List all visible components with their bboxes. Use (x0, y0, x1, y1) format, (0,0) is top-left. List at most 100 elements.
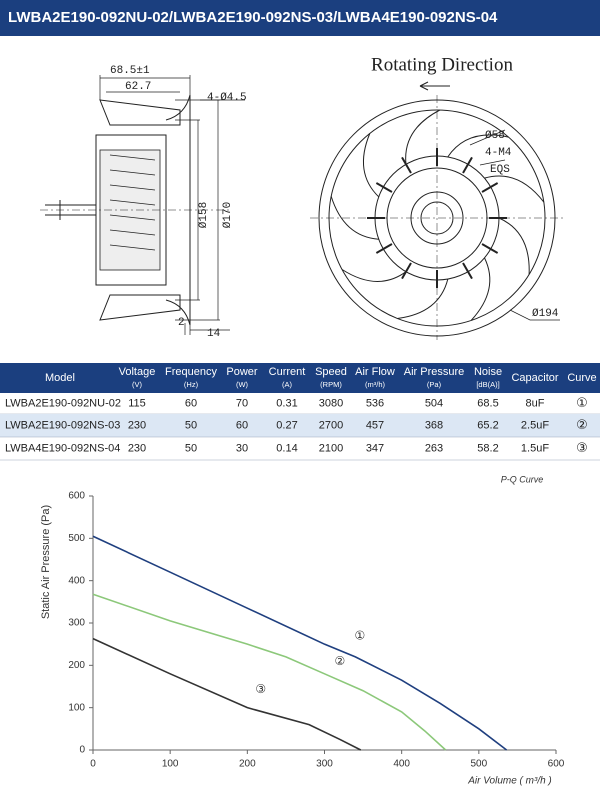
table-cell: 8uF (526, 397, 545, 409)
table-cell: 2.5uF (521, 419, 549, 431)
table-cell: 230 (128, 442, 146, 454)
table-cell: 2100 (319, 442, 343, 454)
table-cell: 60 (185, 397, 197, 409)
table-cell: ③ (576, 440, 588, 455)
blade (498, 217, 530, 275)
table-cell: 2700 (319, 419, 343, 431)
table-cell: 0.14 (276, 442, 297, 454)
spoke (375, 182, 393, 193)
curve (92, 593, 447, 751)
spoke (401, 156, 412, 174)
dim-label: Ø158 (198, 202, 210, 228)
column-unit: (RPM) (320, 380, 342, 389)
header-bar (0, 0, 600, 36)
x-tick-label: 500 (470, 759, 487, 770)
x-tick-label: 600 (548, 759, 565, 770)
dim-label: Ø170 (222, 202, 234, 228)
column-unit: (V) (132, 380, 143, 389)
x-tick-label: 0 (90, 759, 96, 770)
table-cell: 457 (366, 419, 384, 431)
y-axis-label: Static Air Pressure (Pa) (40, 505, 52, 619)
y-tick-label: 500 (68, 533, 85, 544)
blade (484, 175, 545, 203)
column-header: Capacitor (511, 372, 558, 384)
y-tick-label: 200 (68, 660, 85, 671)
dim-label: Ø58 (485, 130, 505, 142)
x-tick-label: 100 (162, 759, 179, 770)
table-cell: 3080 (319, 397, 343, 409)
blade (341, 269, 407, 282)
table-cell: 504 (425, 397, 443, 409)
table-cell: 368 (425, 419, 443, 431)
curve (92, 637, 362, 751)
column-header: Voltage (119, 366, 156, 378)
dim-label: EQS (490, 164, 510, 176)
blade (447, 134, 509, 158)
blade (397, 278, 449, 319)
dim-label: 62.7 (125, 81, 151, 93)
blade (330, 196, 379, 240)
column-unit: (Pa) (427, 380, 442, 389)
spec-table: Model Voltage (V) Frequency (Hz) Power (W) Curr… (0, 363, 600, 461)
curve-label: ② (335, 654, 346, 668)
column-unit: (W) (236, 380, 249, 389)
table-cell: 68.5 (477, 397, 498, 409)
dim-label: 4-M4 (485, 147, 512, 159)
spoke (375, 243, 393, 254)
row-bg (0, 414, 600, 437)
column-header: Current (269, 366, 306, 378)
table-cell: 0.31 (276, 397, 297, 409)
header-title: LWBA2E190-092NU-02/LWBA2E190-092NS-03/LW… (8, 9, 498, 26)
chart-title: P-Q Curve (501, 474, 544, 484)
spoke (481, 182, 499, 193)
rotation-arrow (419, 81, 450, 91)
column-header: Air Pressure (404, 366, 465, 378)
table-cell: 1.5uF (521, 442, 549, 454)
spoke (462, 156, 473, 174)
x-axis-label: Air Volume ( m³/h ) (467, 776, 552, 787)
y-tick-label: 600 (68, 491, 85, 502)
table-cell: 347 (366, 442, 384, 454)
side-view (40, 75, 245, 335)
table-cell: ① (576, 395, 588, 410)
column-header: Frequency (165, 366, 217, 378)
table-cell: ② (576, 417, 588, 432)
column-header: Power (226, 366, 258, 378)
dim-label: Ø194 (532, 308, 559, 320)
column-header: Model (45, 372, 75, 384)
column-unit: (Hz) (184, 380, 199, 389)
column-header: Noise (474, 366, 502, 378)
x-tick-label: 400 (393, 759, 410, 770)
column-unit: (m³/h) (365, 380, 385, 389)
table-cell: LWBA2E190-092NS-03 (5, 419, 120, 431)
blade (470, 257, 491, 321)
curve-label: ③ (255, 682, 266, 696)
table-cell: 230 (128, 419, 146, 431)
blade (405, 109, 441, 165)
x-tick-label: 300 (316, 759, 333, 770)
blade (363, 133, 380, 198)
curve (92, 535, 508, 751)
table-cell: 70 (236, 397, 248, 409)
column-unit: [dB(A)] (476, 380, 499, 389)
y-tick-label: 100 (68, 702, 85, 713)
spoke (481, 243, 499, 254)
table-cell: 536 (366, 397, 384, 409)
dim-label: 2 (178, 317, 185, 329)
column-header: Air Flow (355, 366, 395, 378)
table-cell: LWBA4E190-092NS-04 (5, 442, 120, 454)
x-tick-label: 200 (239, 759, 256, 770)
table-cell: 263 (425, 442, 443, 454)
column-header: Speed (315, 366, 347, 378)
dim-label: 68.5±1 (110, 65, 150, 77)
curve-label: ① (355, 628, 366, 642)
y-tick-label: 400 (68, 575, 85, 586)
column-unit: (A) (282, 380, 293, 389)
spoke (401, 262, 412, 280)
spoke (462, 262, 473, 280)
dim-label: 14 (207, 328, 221, 340)
front-view (310, 95, 565, 340)
table-cell: 30 (236, 442, 248, 454)
table-cell: 50 (185, 442, 197, 454)
